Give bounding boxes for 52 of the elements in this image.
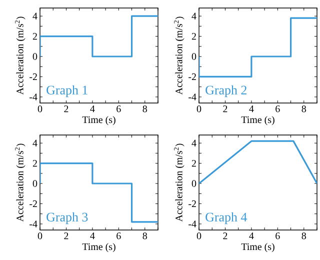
y-tick-label: 2 <box>32 33 37 40</box>
text: Graph 1 <box>46 85 88 98</box>
x-tick-label: 0 <box>196 106 202 112</box>
text: Graph 2 <box>206 85 246 98</box>
x-tick-label: 2 <box>64 232 68 240</box>
y-axis-title: Acceleration (m/s$^{2}$) <box>14 16 26 95</box>
x-axis-title: Time (s) <box>241 116 274 126</box>
y-tick-label: -4 <box>188 94 196 100</box>
x-tick-label: 6 <box>116 106 121 112</box>
y-tick-label: 0 <box>32 53 38 60</box>
x-axis-title: Time (s) <box>241 243 274 252</box>
x-tick-label: 4 <box>249 232 254 240</box>
x-tick-label: 0 <box>38 106 42 112</box>
y-axis-title: Acceleration (m/s$^{2}$) <box>174 16 184 95</box>
y-tick-label: 0 <box>192 53 196 60</box>
y-tick-label: -2 <box>30 73 37 80</box>
text: Graph 4 <box>206 212 247 224</box>
x-tick-label: 6 <box>276 106 280 112</box>
x-tick-label: 0 <box>38 232 42 240</box>
y-tick-label: 0 <box>32 180 38 187</box>
y-tick-label: -2 <box>188 200 196 208</box>
x-tick-label: 4 <box>249 106 254 112</box>
x-tick-label: 6 <box>276 232 280 240</box>
x-axis-title: Time (s) <box>82 243 116 252</box>
x-tick-label: 6 <box>116 232 121 240</box>
x-tick-label: 4 <box>90 232 95 240</box>
y-tick-label: 4 <box>32 12 38 20</box>
y-axis-title: Acceleration (m/s$^{2}$) <box>174 144 184 222</box>
y-tick-label: 2 <box>192 33 196 40</box>
y-tick-label: 4 <box>32 140 38 146</box>
y-tick-label: 4 <box>192 140 196 146</box>
y-tick-label: -2 <box>188 73 196 80</box>
x-tick-label: 8 <box>302 232 306 240</box>
x-tick-label: 2 <box>64 106 68 112</box>
x-tick-label: 8 <box>142 232 147 240</box>
x-tick-label: 8 <box>302 106 306 112</box>
x-tick-label: 2 <box>223 106 228 112</box>
text: Graph 3 <box>46 212 88 224</box>
y-tick-label: 4 <box>192 12 196 20</box>
y-tick-label: -2 <box>30 200 37 208</box>
y-tick-label: 2 <box>32 160 37 167</box>
x-axis-title: Time (s) <box>82 116 116 126</box>
y-tick-label: -4 <box>188 220 196 228</box>
y-tick-label: 0 <box>192 180 196 187</box>
x-tick-label: 8 <box>142 106 147 112</box>
x-tick-label: 0 <box>196 232 202 240</box>
y-axis-title: Acceleration (m/s$^{2}$) <box>14 144 26 222</box>
y-tick-label: 2 <box>192 160 196 167</box>
y-tick-label: -4 <box>30 220 38 228</box>
x-tick-label: 4 <box>90 106 95 112</box>
x-tick-label: 2 <box>223 232 228 240</box>
y-tick-label: -4 <box>30 94 38 100</box>
